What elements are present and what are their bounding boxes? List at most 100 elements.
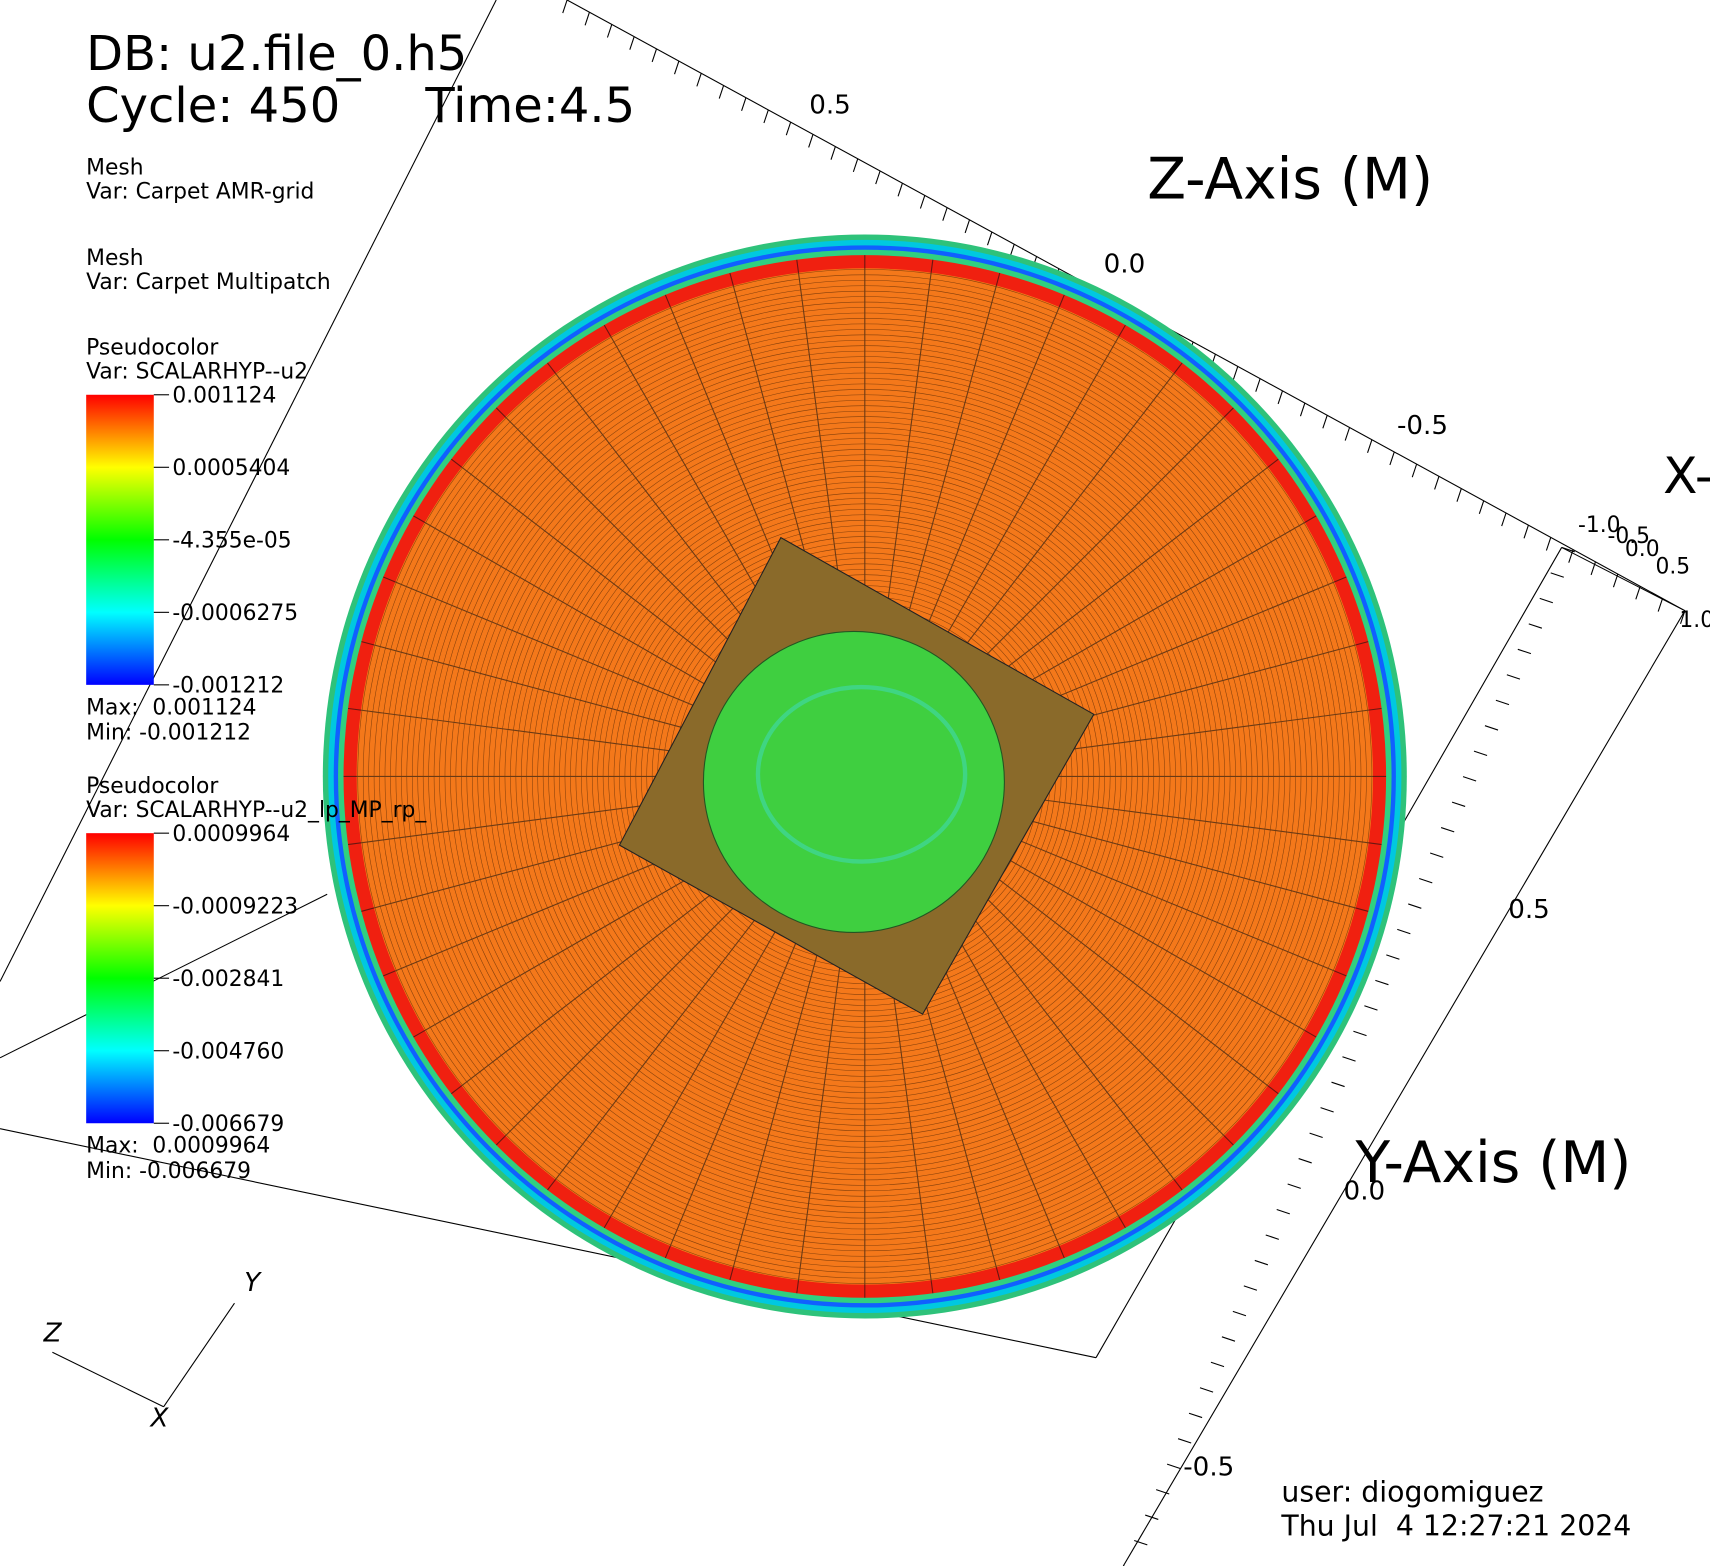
color-bar-label: -0.004760 [172,1039,284,1064]
axis-tick [1451,801,1466,807]
axis-tick [808,134,814,148]
axis-tick [1364,1005,1378,1011]
axis-tick [1539,597,1554,604]
mesh-spoke [411,852,733,1039]
axis-ticks: 0.50.0-0.50.50.0-0.5-1.0-0.50.00.51.0 [562,0,1710,1566]
axis-tick [1429,852,1444,858]
axis-tick [696,73,702,87]
triad [52,1302,235,1408]
axis-tick [1344,427,1351,441]
axis-tick [1561,546,1575,553]
axis-tick [986,231,993,246]
mesh-spoke [449,868,745,1096]
mesh-spoke [728,923,826,1283]
cycle: Cycle: 450 [86,78,340,134]
axis-tick [1342,1056,1356,1062]
axis-tick [1210,1361,1225,1368]
mesh-spoke [922,292,1066,636]
axis-tick [1397,928,1411,935]
axis-tick [1545,537,1552,551]
axis-tick [1243,1285,1258,1291]
axis-tick [964,219,971,234]
axis-tick [1255,378,1261,392]
mesh-spoke [380,575,724,719]
time: Time:4.5 [424,78,635,134]
legend-max: Max: 0.0009964 [86,1134,270,1159]
axis-tick [1367,439,1373,453]
mesh-spoke [411,514,733,701]
x-tick-label: -1.0 [1578,513,1621,538]
x-tick-label: 1.0 [1679,608,1710,633]
mesh-spoke [972,884,1236,1147]
mesh-spoke [545,360,773,656]
z-axis-title: Z-Axis (M) [1147,146,1433,212]
color-bar [86,833,154,1124]
legend-plot: Mesh [86,155,143,180]
axis-tick [1456,488,1462,502]
axis-tick [830,146,836,160]
y-axis-title: Y-Axis (M) [1355,1130,1632,1196]
axis-tick [1506,674,1521,680]
mesh-spoke [985,868,1281,1096]
mesh-spoke [545,897,773,1193]
axis-tick [1375,979,1389,986]
axis-tick [1386,954,1400,960]
axis-tick [1408,903,1422,909]
legend-var: Var: Carpet AMR-grid [86,179,314,204]
mesh-spoke [449,457,745,684]
axis-tick [584,12,590,26]
axis-tick [919,195,926,209]
mesh-spoke [884,257,934,626]
axis-tick [674,60,680,75]
axis-tick [1353,1030,1367,1037]
axis-tick [875,170,881,185]
axis-tick [1680,610,1686,624]
mesh-spoke [957,897,1184,1193]
axis-tick [1331,1081,1345,1088]
axis-tick [1155,1489,1170,1495]
axis-tick [1495,699,1510,706]
color-bar-label: -0.001212 [172,673,284,698]
axis-tick [1309,1132,1323,1138]
axis-tick [1501,512,1507,527]
axis-tick [1484,725,1499,731]
color-bar-label: -0.0009223 [172,894,298,919]
mesh-spoke [903,270,1001,630]
mesh-spoke [1012,815,1371,913]
axis-tick [1657,598,1664,612]
mesh-spoke [795,257,846,626]
axis-tick [1462,776,1477,782]
mesh-spoke [922,917,1066,1261]
axis-tick [1419,877,1433,884]
mesh-spoke [494,884,758,1147]
color-bar-label: 0.001124 [172,383,276,408]
axis-tick [1177,1438,1192,1444]
mesh-spoke [996,514,1319,701]
axis-tick [1590,561,1596,576]
axis-tick [1276,1208,1290,1215]
axis-tick [1550,572,1564,578]
mesh-spoke [663,917,807,1261]
mesh-spoke [940,322,1128,645]
mesh-spoke [1016,795,1384,846]
axis-tick [1134,1540,1148,1546]
axis-tick [1166,1463,1181,1470]
axis-tick [763,109,769,124]
axis-tick [1389,451,1395,466]
mesh-spoke [345,707,714,758]
y-tick-label: -0.5 [1183,1452,1234,1482]
axis-tick [1254,1259,1269,1266]
legend-var: Var: SCALARHYP--u2 [86,359,308,384]
z-tick-label: 0.0 [1104,250,1146,280]
axis-tick [942,207,948,221]
mesh-spoke [1016,707,1384,758]
axis-tick [1635,586,1641,600]
mesh-spoke [1005,834,1349,978]
color-bar-label: -0.002841 [172,967,284,992]
axis-tick [1523,525,1529,539]
z-tick-label: 0.5 [809,90,851,120]
axis-tick [1221,1336,1236,1342]
axis-tick [1320,1107,1334,1113]
axis-tick [1434,476,1440,490]
